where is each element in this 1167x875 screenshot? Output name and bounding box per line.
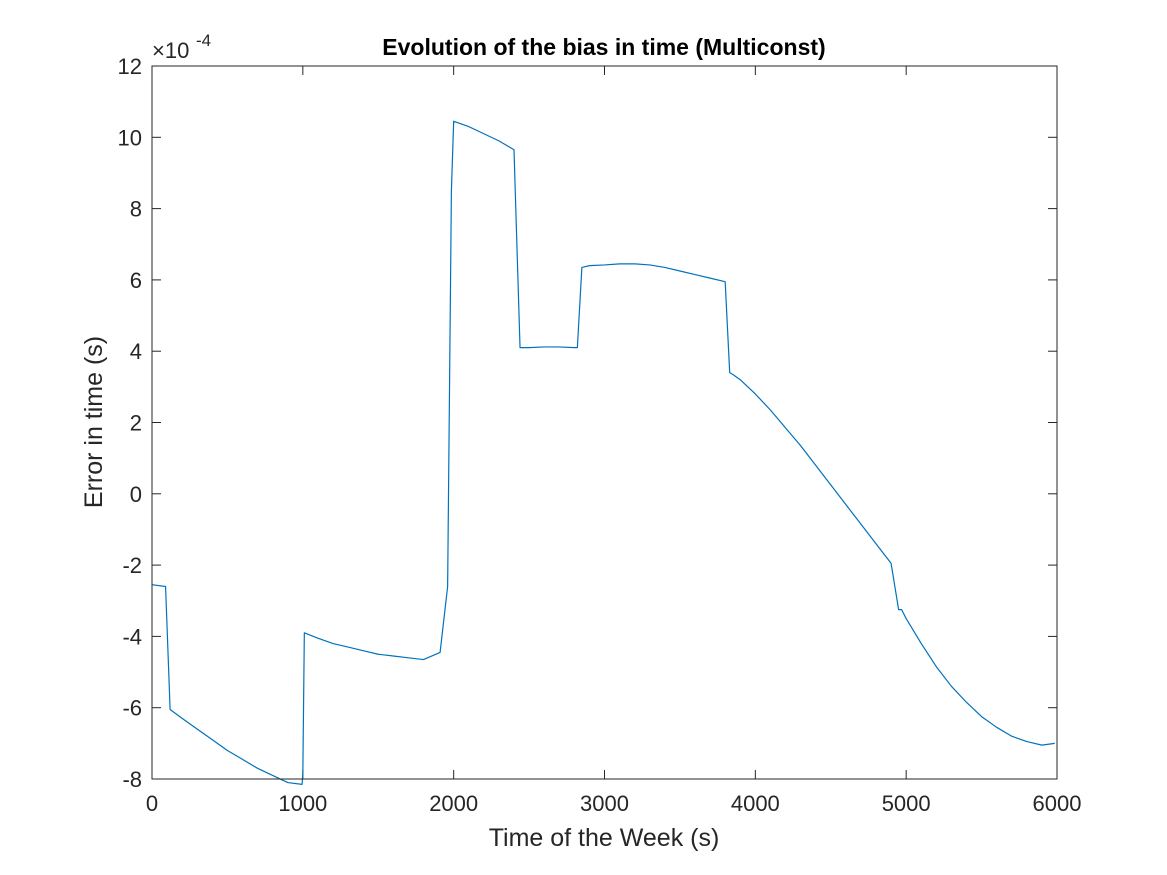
y-tick-label: 2 — [130, 411, 142, 436]
y-exponent-multiplier: ×10 — [152, 38, 189, 63]
axes-box — [151, 65, 1058, 780]
y-tick-label: 8 — [130, 197, 142, 222]
x-tick-label: 6000 — [1033, 791, 1082, 816]
series-line-1 — [151, 120, 1055, 785]
y-tick-label: -4 — [122, 624, 142, 649]
y-tick-label: 12 — [118, 54, 142, 79]
tick-labels: 0 1000 2000 3000 4000 5000 6000 -8 -6 -4 -2 0 2 4 6 8 10… — [118, 54, 1082, 816]
x-tick-label: 1000 — [278, 791, 327, 816]
x-tick-label: 2000 — [429, 791, 478, 816]
x-tick-label: 4000 — [731, 791, 780, 816]
y-tick-label: 4 — [130, 339, 142, 364]
y-axis-label: Error in time (s) — [80, 336, 108, 508]
y-tick-label: 0 — [130, 482, 142, 507]
y-tick-label: -6 — [122, 696, 142, 721]
y-tick-label: -2 — [122, 553, 142, 578]
series-layer — [151, 120, 1055, 785]
plot-area — [152, 66, 1057, 779]
y-exponent-value: -4 — [196, 31, 211, 50]
x-tick-label: 5000 — [882, 791, 931, 816]
x-tick-label: 3000 — [580, 791, 629, 816]
chart-title: Evolution of the bias in time (Multicons… — [382, 34, 825, 60]
y-tick-label: -8 — [122, 767, 142, 792]
y-tick-label: 10 — [118, 125, 142, 150]
x-tick-label: 0 — [146, 791, 158, 816]
y-tick-label: 6 — [130, 268, 142, 293]
x-axis-label: Time of the Week (s) — [489, 824, 720, 852]
